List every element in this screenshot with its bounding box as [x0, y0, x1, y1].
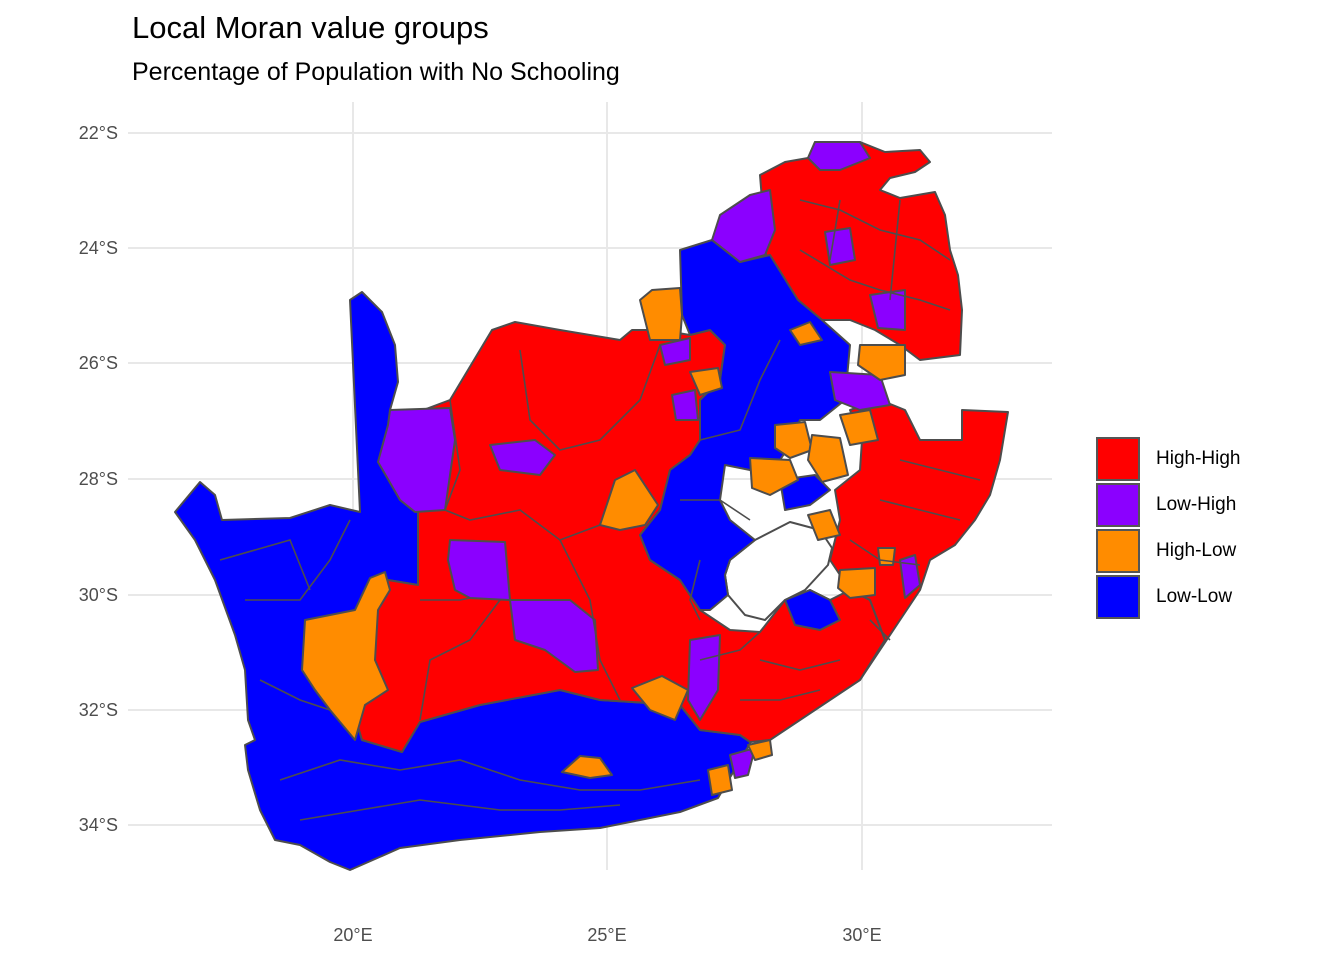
region-high-low-south-2	[561, 755, 613, 779]
legend-swatch	[1096, 529, 1140, 573]
legend-label: High-High	[1156, 448, 1241, 469]
region-low-high-north-2	[807, 141, 871, 171]
region-high-low-center	[599, 469, 659, 531]
region-high-high-east	[829, 399, 1009, 681]
region-low-high-south-1	[729, 747, 756, 779]
y-tick-label: 28°S	[79, 469, 118, 489]
y-axis: 22°S 24°S 26°S 28°S 30°S 32°S 34°S	[79, 123, 118, 835]
legend-label: High-Low	[1156, 540, 1237, 561]
chart-subtitle: Percentage of Population with No Schooli…	[132, 58, 620, 86]
region-low-high-east-2	[899, 554, 921, 599]
region-low-high-central-3	[489, 439, 556, 476]
legend-swatch	[1096, 575, 1140, 619]
legend-label: Low-High	[1156, 494, 1237, 515]
legend-label: Low-Low	[1156, 586, 1233, 607]
y-tick-label: 22°S	[79, 123, 118, 143]
x-tick-label: 20°E	[333, 925, 372, 945]
legend: High-High Low-High High-Low Low-Low	[1096, 436, 1240, 620]
legend-item-low-high: Low-High	[1096, 482, 1240, 528]
region-low-high-central-2	[509, 599, 599, 673]
y-tick-label: 32°S	[79, 700, 118, 720]
region-high-low-east-2	[807, 434, 849, 483]
legend-swatch	[1096, 483, 1140, 527]
region-high-low-east-1	[774, 421, 813, 459]
region-high-low-ne-2	[857, 344, 906, 381]
legend-item-high-low: High-Low	[1096, 528, 1240, 574]
region-high-low-ne-3	[689, 367, 723, 396]
legend-swatch	[1096, 437, 1140, 481]
x-tick-label: 30°E	[842, 925, 881, 945]
region-low-high-north-3	[824, 227, 856, 266]
region-low-low-south-east	[784, 589, 841, 631]
region-high-low-south-4	[747, 739, 773, 761]
region-high-low-south-1	[631, 675, 689, 721]
legend-item-high-high: High-High	[1096, 436, 1240, 482]
legend-item-low-low: Low-Low	[1096, 574, 1240, 620]
chart-title: Local Moran value groups	[132, 10, 489, 45]
region-high-low-ne-1	[789, 321, 823, 346]
region-high-low-east-3	[749, 457, 799, 496]
region-high-low-south-3	[707, 764, 733, 796]
region-high-low-north	[639, 287, 683, 341]
x-axis: 20°E 25°E 30°E	[333, 925, 881, 945]
region-low-high-northwest	[377, 407, 456, 513]
y-tick-label: 30°S	[79, 585, 118, 605]
region-high-low-east-6	[837, 567, 876, 599]
y-tick-label: 24°S	[79, 238, 118, 258]
region-high-low-east-7	[877, 547, 896, 566]
y-tick-label: 26°S	[79, 353, 118, 373]
internal-boundaries	[219, 199, 981, 821]
region-high-low-east-5	[807, 509, 841, 541]
x-tick-label: 25°E	[587, 925, 626, 945]
region-high-low-west	[301, 571, 391, 741]
region-low-high-north-6	[671, 389, 699, 421]
region-low-high-central-1	[447, 539, 511, 601]
region-low-high-north-1	[711, 189, 776, 263]
region-high-low-east-4	[839, 409, 879, 446]
y-tick-label: 34°S	[79, 815, 118, 835]
map-regions	[174, 141, 1009, 871]
region-low-high-north-4	[869, 289, 906, 331]
